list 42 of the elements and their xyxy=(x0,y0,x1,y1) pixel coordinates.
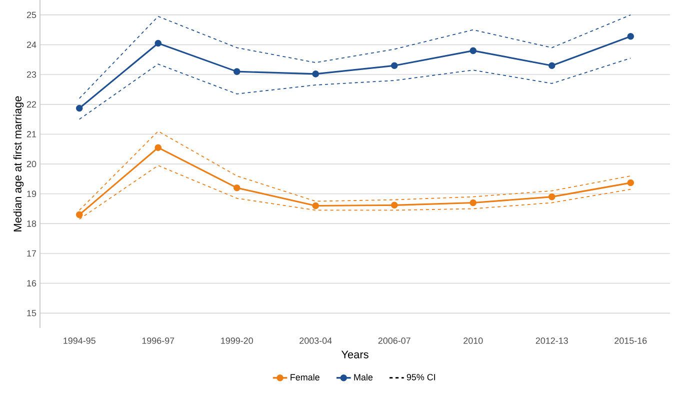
x-tick-label: 2012-13 xyxy=(536,337,568,344)
point xyxy=(470,47,477,54)
point xyxy=(627,32,634,40)
x-axis-title: Years xyxy=(341,350,368,358)
y-tick-label: 21 xyxy=(26,131,36,138)
point xyxy=(470,199,477,206)
x-tick-label: 1999-20 xyxy=(221,337,253,344)
point xyxy=(154,40,162,47)
y-tick-label: 24 xyxy=(26,42,36,48)
point xyxy=(627,179,634,186)
y-tick-label: 19 xyxy=(27,190,36,197)
point xyxy=(233,68,240,75)
y-axis-title: Median age at first marriage xyxy=(13,96,24,232)
y-tick-label: 23 xyxy=(26,71,36,78)
legend-label: Female xyxy=(290,374,320,380)
point xyxy=(548,62,556,69)
point xyxy=(233,184,240,192)
legend-label: 95% CI xyxy=(406,374,436,380)
y-tick-label: 22 xyxy=(26,101,36,108)
point xyxy=(548,193,556,200)
x-tick-label: 2003-04 xyxy=(300,337,332,344)
legend-label: Male xyxy=(354,374,373,380)
y-tick-label: 25 xyxy=(26,12,36,18)
point xyxy=(312,202,320,210)
line-series xyxy=(78,58,632,120)
point xyxy=(312,70,320,78)
x-tick-label: 2010 xyxy=(464,337,483,344)
point xyxy=(390,62,398,69)
x-tick-label: 2006-07 xyxy=(378,337,410,344)
x-tick-label: 1994-95 xyxy=(64,337,96,344)
line-series xyxy=(78,14,632,99)
y-tick-label: 18 xyxy=(27,220,36,227)
point xyxy=(76,104,83,112)
point xyxy=(390,202,398,209)
y-tick-label: 16 xyxy=(27,280,36,286)
x-tick-label: 1996-97 xyxy=(142,337,174,344)
x-tick-label: 2015-16 xyxy=(614,337,647,344)
y-tick-label: 17 xyxy=(27,250,36,257)
y-tick-label: 15 xyxy=(27,310,36,316)
point xyxy=(154,144,162,151)
y-tick-label: 20 xyxy=(26,160,36,168)
point xyxy=(76,211,83,218)
